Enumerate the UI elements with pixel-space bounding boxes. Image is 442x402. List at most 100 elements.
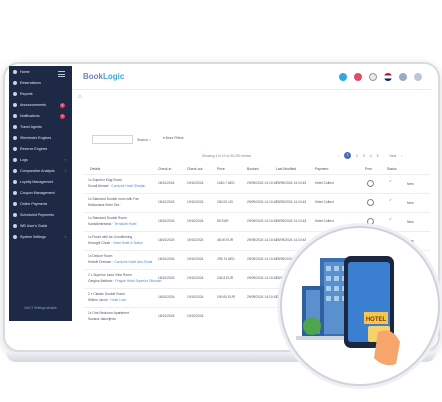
header-modified[interactable]: Last Modified xyxy=(276,167,297,171)
sidebar-item-travel-agents[interactable]: Travel Agents xyxy=(13,123,71,131)
hotel-link[interactable]: Hotel Luxe xyxy=(110,298,127,302)
guest-hotel[interactable]: Gergina Bekiaris · Prague Hotel Superior… xyxy=(88,279,162,283)
status-badge: New xyxy=(407,182,414,186)
room-type: 2 x Classic Double Room xyxy=(88,292,126,296)
hotel-link[interactable]: Corniche Hotel Sharjah xyxy=(111,184,146,188)
sidebar: Home Reservations Reports Announcements 4… xyxy=(9,66,72,321)
page-2[interactable]: 2 xyxy=(356,153,358,158)
room-type: 1x Superior King Room xyxy=(88,178,123,182)
next-icon[interactable]: › xyxy=(401,153,403,158)
cell-checkin: 18/10/2024 xyxy=(158,181,175,185)
room-type: 1x Room with Air-Conditioning xyxy=(88,235,133,239)
sidebar-item-label: Home xyxy=(20,70,30,74)
header-details[interactable]: Details xyxy=(90,167,101,171)
sidebar-item-label: Logs xyxy=(20,158,28,162)
sidebar-item-rezerve[interactable]: Rezerve Engines xyxy=(13,145,71,153)
prev-icon[interactable]: ‹ xyxy=(338,153,340,158)
sidebar-item-guide[interactable]: WB User's Guide xyxy=(13,222,71,230)
sidebar-item-home[interactable]: Home xyxy=(13,68,71,76)
list-icon xyxy=(13,158,17,162)
more-filters-button[interactable]: ▾ More Filters xyxy=(163,136,184,143)
settings-icon[interactable] xyxy=(414,73,422,81)
sidebar-item-label: Comparative Analysis xyxy=(20,169,55,173)
guest-hotel[interactable]: Kmarghi Chrab · Hotel Hotel & Suites xyxy=(88,241,143,245)
cell-payment: Hotel Collect xyxy=(315,219,334,223)
flag-icon[interactable] xyxy=(384,73,392,81)
header-price[interactable]: Price xyxy=(217,167,225,171)
page-3[interactable]: 3 xyxy=(362,153,365,158)
guest-hotel[interactable]: Willem Jacob · Hotel Luxe xyxy=(88,298,126,302)
check-icon: ✓ xyxy=(389,198,392,202)
sidebar-item-coupon[interactable]: Coupon Management xyxy=(13,189,71,197)
sidebar-item-reservations[interactable]: Reservations xyxy=(13,79,71,87)
sidebar-item-reports[interactable]: Reports xyxy=(13,90,71,98)
user-avatar-icon[interactable] xyxy=(399,73,407,81)
guest-hotel[interactable]: Sonali Ahmad · Corniche Hotel Sharjah xyxy=(88,184,145,188)
sidebar-item-label: Travel Agents xyxy=(20,125,42,129)
table-row[interactable]: 1x Standard Double room with Fan Moldovan… xyxy=(84,193,430,213)
search-input[interactable] xyxy=(92,135,133,144)
chart-icon xyxy=(13,169,17,173)
guest-hotel[interactable]: Suzana Jakovljevic · xyxy=(88,317,118,321)
cell-checkout: 19/10/2024 xyxy=(187,314,204,318)
cell-checkin: 18/10/2024 xyxy=(158,200,175,204)
page-4[interactable]: 4 xyxy=(369,153,372,158)
sidebar-item-online-payments[interactable]: Online Payments xyxy=(13,200,71,208)
hotel-link[interactable]: Terrakotti Hotel xyxy=(114,222,137,226)
status-badge: New xyxy=(407,220,414,224)
chat-icon[interactable] xyxy=(339,73,347,81)
page-1[interactable]: 1 xyxy=(344,152,352,159)
pms-icon[interactable] xyxy=(367,218,374,225)
chevron-right-icon: › xyxy=(64,169,66,173)
hotel-booking-illustration: HOTEL xyxy=(280,226,440,386)
message-icon[interactable] xyxy=(354,73,362,81)
sidebar-item-logs[interactable]: Logs › xyxy=(13,156,71,164)
header-booked[interactable]: Booked xyxy=(247,167,259,171)
top-icons xyxy=(339,73,422,81)
sidebar-item-comparative[interactable]: Comparative Analysis › xyxy=(13,167,71,175)
search-button[interactable]: Search ⌕ xyxy=(137,136,151,143)
sidebar-item-siteminder[interactable]: Siteminder Engines xyxy=(13,134,71,142)
menu-icon[interactable] xyxy=(58,71,65,78)
logo-part1: Book xyxy=(83,72,103,81)
home-icon[interactable]: ⌂ xyxy=(78,94,82,100)
page-5[interactable]: 5 xyxy=(376,153,379,158)
guest-hotel[interactable]: Moldovana Hotel Sirs · xyxy=(88,203,121,207)
chevron-right-icon: › xyxy=(64,158,66,162)
cell-booked: 29/09/2024 14:10:43 xyxy=(247,200,278,204)
next-button[interactable]: Next xyxy=(389,153,397,158)
sidebar-item-announcements[interactable]: Announcements 4 xyxy=(13,101,71,109)
sidebar-item-label: System Settings xyxy=(20,235,46,239)
card-icon xyxy=(13,202,17,206)
cell-checkin: 18/10/2024 xyxy=(158,257,175,261)
sidebar-item-scheduled-payments[interactable]: Scheduled Payments xyxy=(13,211,71,219)
header-status[interactable]: Status xyxy=(387,167,397,171)
table-row[interactable]: 1x Superior King Room Sonali Ahmad · Corn… xyxy=(84,174,430,194)
header-checkout[interactable]: Check-out xyxy=(187,167,203,171)
cell-booked: 29/09/2024 14:10:43 xyxy=(247,257,278,261)
guest-hotel[interactable]: Kristoff Dressen · Corniche Hotel Abu Dh… xyxy=(88,260,152,264)
sidebar-footer[interactable]: Get IT Settings Module xyxy=(24,306,57,310)
search-icon: ⌕ xyxy=(148,137,151,142)
cell-modified: 29/09/2024 14:10:43 xyxy=(276,219,307,223)
header-pms[interactable]: Pms xyxy=(365,167,372,171)
sidebar-item-system-settings[interactable]: System Settings › xyxy=(13,233,71,241)
hotel-link[interactable]: Hotel Hotel & Suites xyxy=(113,241,143,245)
hotel-link[interactable]: Corniche Hotel Abu Dhabi xyxy=(114,260,153,264)
sidebar-item-notifications[interactable]: Notifications 3 xyxy=(13,112,71,120)
table-row[interactable]: 1x Standard Double Room Kavadimitreasis ·… xyxy=(84,212,430,232)
sidebar-item-label: Online Payments xyxy=(20,202,48,206)
guest-name: Gergina Bekiaris · xyxy=(88,279,115,283)
hand-icon xyxy=(374,330,400,366)
hotel-link[interactable]: Prague Hotel Superior Ottoman xyxy=(115,279,162,283)
pms-icon[interactable] xyxy=(367,199,374,206)
sidebar-item-loyalty[interactable]: Loyalty Management xyxy=(13,178,71,186)
status-badge: New xyxy=(407,201,414,205)
help-icon[interactable] xyxy=(369,73,377,81)
cell-checkin: 18/10/2024 xyxy=(158,314,175,318)
header-checkin[interactable]: Check-in xyxy=(158,167,172,171)
guest-hotel[interactable]: Kavadimitreasis · Terrakotti Hotel xyxy=(88,222,136,226)
pms-icon[interactable] xyxy=(367,180,374,187)
header-payment[interactable]: Payment xyxy=(315,167,329,171)
hotel-sign-icon xyxy=(364,312,388,324)
